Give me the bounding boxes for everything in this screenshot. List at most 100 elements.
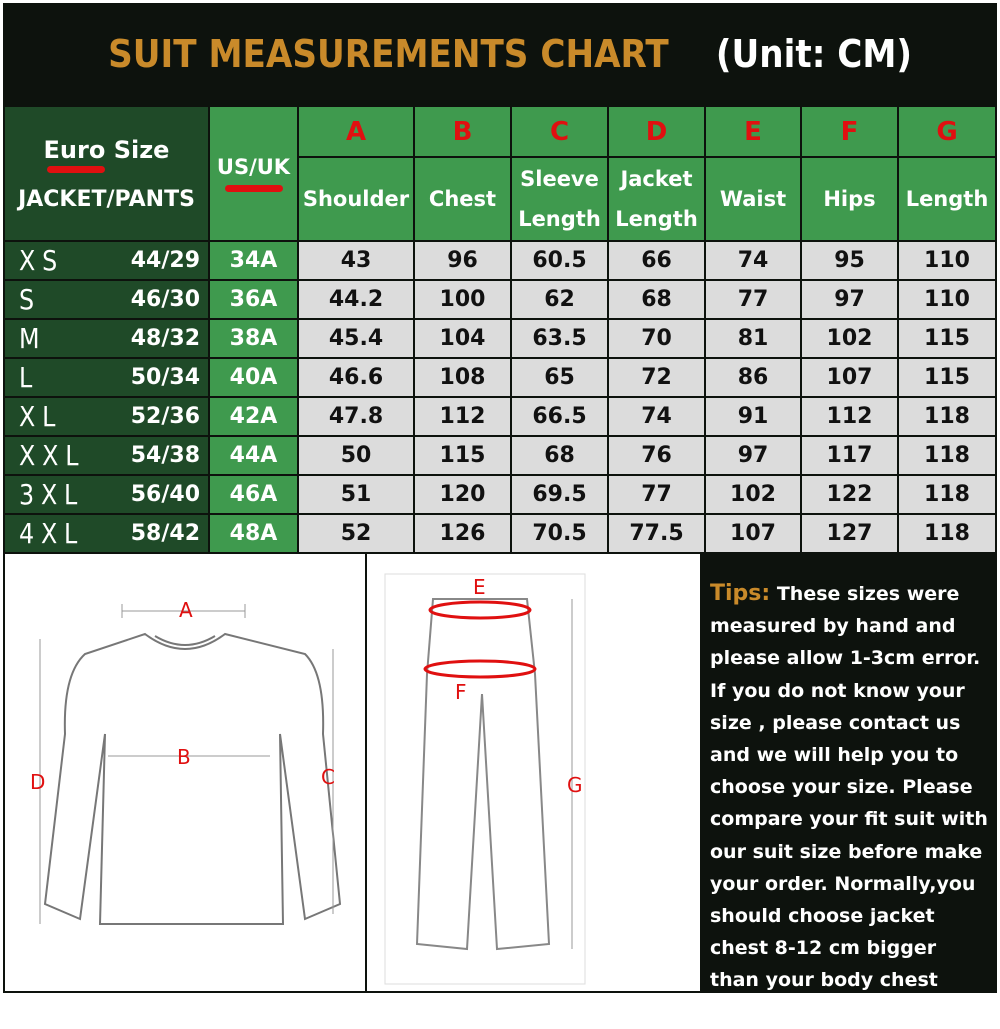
label-f: F: [455, 680, 467, 704]
underline: [46, 165, 105, 173]
measurement-cell: 46.6: [299, 359, 413, 396]
label-g: G: [567, 773, 583, 797]
size-name: XL: [19, 400, 63, 433]
measurement-cell: 68: [609, 281, 704, 318]
us-uk-header: US/UK: [210, 107, 297, 240]
measurement-cell: 112: [415, 398, 510, 435]
measurement-cell: 72: [609, 359, 704, 396]
measurement-cell: 112: [802, 398, 897, 435]
measurement-cell: 70: [609, 320, 704, 357]
pants-illustration: E F G: [384, 573, 586, 985]
size-name: S: [19, 283, 41, 316]
tips-text: These sizes were measured by hand and pl…: [710, 583, 988, 1024]
measurement-cell: 97: [802, 281, 897, 318]
size-name: XXL: [19, 439, 86, 472]
jacket-diagram: A B C D: [5, 554, 365, 991]
euro-size-cell: XS 44/29: [5, 242, 208, 279]
jacket-illustration: A B C D: [30, 598, 342, 925]
size-name: 4XL: [19, 517, 85, 550]
measurement-cell: 62: [512, 281, 607, 318]
euro-size-label: Euro Size: [43, 135, 170, 164]
measurement-cell: 51: [299, 476, 413, 513]
euro-size: 52/36: [130, 404, 200, 429]
measurement-cell: 97: [706, 437, 800, 474]
measurement-cell: 52: [299, 515, 413, 552]
measurement-cell: 60.5: [512, 242, 607, 279]
column-header: Length: [899, 158, 995, 240]
measurement-cell: 70.5: [512, 515, 607, 552]
measurement-cell: 100: [415, 281, 510, 318]
size-name: 3XL: [19, 478, 85, 511]
measurement-cell: 66.5: [512, 398, 607, 435]
measurement-cell: 96: [415, 242, 510, 279]
measurement-cell: 65: [512, 359, 607, 396]
measurement-cell: 118: [899, 437, 995, 474]
size-name: M: [19, 322, 47, 355]
jacket-pants-label: JACKET/PANTS: [18, 186, 195, 212]
column-letter: E: [706, 107, 800, 156]
us-uk-label: US/UK: [216, 155, 291, 179]
measurement-cell: 102: [802, 320, 897, 357]
euro-size: 50/34: [130, 365, 200, 390]
measurement-cell: 110: [899, 242, 995, 279]
label-c: C: [321, 765, 335, 789]
label-a: A: [179, 598, 193, 622]
measurement-cell: 91: [706, 398, 800, 435]
column-header: Hips: [802, 158, 897, 240]
measurement-cell: 127: [802, 515, 897, 552]
column-letter: D: [609, 107, 704, 156]
euro-size-cell: S 46/30: [5, 281, 208, 318]
euro-size-cell: XXL 54/38: [5, 437, 208, 474]
measurement-cell: 107: [706, 515, 800, 552]
measurement-cell: 118: [899, 476, 995, 513]
label-d: D: [30, 770, 45, 794]
euro-size: 46/30: [130, 287, 200, 312]
euro-size-cell: 3XL 56/40: [5, 476, 208, 513]
euro-size-header: Euro Size JACKET/PANTS: [5, 107, 208, 240]
measurement-cell: 77.5: [609, 515, 704, 552]
us-size-cell: 46A: [210, 476, 297, 513]
tips-label: Tips:: [710, 581, 771, 606]
measurement-cell: 44.2: [299, 281, 413, 318]
size-chart: SUIT MEASUREMENTS CHART (Unit: CM) Euro …: [3, 3, 997, 1024]
measurement-cell: 118: [899, 515, 995, 552]
measurement-cell: 68: [512, 437, 607, 474]
us-size-cell: 40A: [210, 359, 297, 396]
measurement-cell: 95: [802, 242, 897, 279]
measurement-cell: 50: [299, 437, 413, 474]
title-unit: (Unit: CM): [716, 32, 913, 76]
measurement-cell: 86: [706, 359, 800, 396]
column-letter: A: [299, 107, 413, 156]
chart-title: SUIT MEASUREMENTS CHART (Unit: CM): [3, 3, 997, 105]
measurement-cell: 81: [706, 320, 800, 357]
us-size-cell: 48A: [210, 515, 297, 552]
measurement-diagrams: A B C D E F G Tips: [5, 554, 995, 1024]
measurement-cell: 69.5: [512, 476, 607, 513]
column-letter: C: [512, 107, 607, 156]
us-size-cell: 36A: [210, 281, 297, 318]
label-b: B: [177, 745, 191, 769]
title-main: SUIT MEASUREMENTS CHART: [107, 32, 669, 76]
column-letter: G: [899, 107, 995, 156]
label-e: E: [473, 575, 486, 599]
us-size-cell: 42A: [210, 398, 297, 435]
euro-size-cell: M 48/32: [5, 320, 208, 357]
measurement-cell: 108: [415, 359, 510, 396]
measurement-cell: 63.5: [512, 320, 607, 357]
us-size-cell: 38A: [210, 320, 297, 357]
measurement-cell: 118: [899, 398, 995, 435]
measurement-cell: 120: [415, 476, 510, 513]
measurement-cell: 76: [609, 437, 704, 474]
underline: [224, 185, 283, 192]
measurement-cell: 104: [415, 320, 510, 357]
us-size-cell: 44A: [210, 437, 297, 474]
euro-size-cell: L 50/34: [5, 359, 208, 396]
measurement-cell: 115: [899, 320, 995, 357]
column-header: Jacket Length: [609, 158, 704, 240]
euro-size: 58/42: [130, 521, 200, 546]
euro-size: 56/40: [130, 482, 200, 507]
size-name: L: [19, 361, 40, 394]
euro-size-cell: 4XL 58/42: [5, 515, 208, 552]
column-header: Sleeve Length: [512, 158, 607, 240]
euro-size-cell: XL 52/36: [5, 398, 208, 435]
